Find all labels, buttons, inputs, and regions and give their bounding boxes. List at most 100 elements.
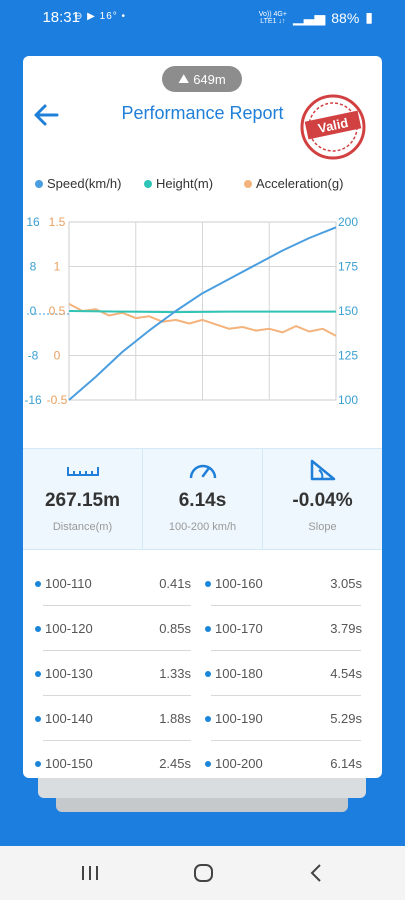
row-divider (43, 695, 191, 696)
network-line2: LTE1 ↓↑ (260, 17, 286, 25)
right-tick-label: 100 (338, 393, 358, 406)
speed-line (68, 226, 337, 401)
legend-speed-swatch (35, 179, 43, 188)
recents-icon[interactable] (80, 864, 100, 882)
network-indicator: Vo)) 4G+ LTE1 ↓↑ (259, 11, 287, 25)
split-times-list: 100-110 0.41s 100-160 3.05s 100-120 0.85s 100-… (23, 562, 382, 778)
signal-icon: ▁▃▅ (292, 9, 326, 25)
stat-slope: -0.04% Slope (262, 449, 382, 549)
split-right-range-text: 100-170 (215, 621, 263, 636)
right-tick-label: 200 (338, 215, 358, 229)
bullet (205, 760, 211, 767)
stat-distance: 267.15m Distance(m) (23, 449, 142, 549)
split-right-time: 5.29s (330, 711, 362, 726)
network-line1: Vo)) 4G+ (258, 10, 287, 18)
legend-height: Height(m) (144, 176, 213, 191)
split-left-range-text: 100-120 (45, 621, 93, 636)
slope-icon (310, 459, 335, 481)
left-outer-tick-label: -16 (24, 393, 42, 406)
home-icon[interactable] (193, 863, 215, 883)
split-right-range: 100-180 (205, 666, 263, 681)
bullet (205, 715, 211, 722)
ruler-icon (66, 467, 99, 476)
split-right-range-text: 100-160 (215, 576, 263, 591)
status-bar: 18:31 ⊖ ▶ 16° • Vo)) 4G+ LTE1 ↓↑ ▁▃▅ 88%… (0, 0, 405, 34)
left-inner-tick-label: 0 (54, 349, 61, 363)
split-right-time: 3.05s (330, 576, 362, 591)
left-inner-tick-label: 1 (54, 260, 61, 274)
split-left-range: 100-110 (35, 576, 92, 591)
bullet (205, 625, 211, 632)
split-right-range-text: 100-200 (215, 756, 263, 771)
split-row: 100-150 2.45s 100-200 6.14s (23, 742, 382, 778)
stat-distance-label: Distance(m) (52, 521, 113, 533)
split-row: 100-110 0.41s 100-160 3.05s (23, 562, 382, 606)
split-left-range: 100-140 (35, 711, 93, 726)
split-right-range: 100-190 (205, 711, 263, 726)
height-line (68, 310, 336, 314)
split-right-range: 100-160 (205, 576, 263, 591)
split-right-range: 100-200 (205, 756, 263, 771)
split-row: 100-120 0.85s 100-170 3.79s (23, 607, 382, 651)
left-outer-tick-label: -8 (28, 349, 39, 363)
status-right: Vo)) 4G+ LTE1 ↓↑ ▁▃▅ 88% ▮ (259, 9, 373, 26)
row-divider (211, 605, 361, 606)
split-left-range: 100-130 (35, 666, 93, 681)
legend-speed: Speed(km/h) (35, 176, 121, 191)
legend-height-swatch (144, 179, 152, 188)
row-divider (43, 605, 191, 606)
row-divider (43, 650, 191, 651)
page-title: Performance Report (121, 103, 284, 123)
back-arrow-icon[interactable] (31, 100, 61, 130)
system-nav-bar (0, 846, 405, 900)
row-divider (43, 740, 191, 741)
left-outer-tick-label: 16 (26, 215, 40, 229)
split-right-time: 3.79s (330, 621, 362, 636)
row-divider (211, 740, 361, 741)
right-tick-label: 150 (338, 304, 358, 318)
split-right-range-text: 100-190 (215, 711, 263, 726)
status-time: 18:31 (42, 9, 80, 26)
valid-stamp: Valid (300, 94, 366, 160)
split-right-range: 100-170 (205, 621, 263, 636)
bullet (35, 670, 41, 677)
battery-icon: ▮ (365, 9, 373, 25)
left-outer-tick-label: 0 (30, 304, 37, 318)
stat-time-value: 6.14s (178, 490, 227, 511)
stats-bar: 267.15m Distance(m) 6.14s 100-200 km/h -… (23, 448, 382, 550)
split-left-time: 0.41s (159, 576, 191, 591)
left-outer-tick-label: 8 (30, 260, 37, 274)
speedometer-icon (189, 464, 216, 479)
back-icon[interactable] (308, 863, 324, 883)
distance-badge-value: 649m (193, 71, 226, 87)
left-inner-tick-label: 0.5 (49, 304, 66, 318)
bullet (205, 670, 211, 677)
split-left-range: 100-120 (35, 621, 93, 636)
mountain-icon: ⛰ (178, 71, 190, 86)
bullet (35, 760, 41, 767)
distance-badge: ⛰ 649m (162, 66, 242, 92)
split-left-time: 2.45s (159, 756, 191, 771)
acceleration-line (68, 303, 337, 337)
bullet (35, 625, 41, 632)
split-left-range-text: 100-110 (45, 576, 92, 591)
split-left-time: 0.85s (159, 621, 191, 636)
bullet (205, 580, 211, 587)
split-row: 100-130 1.33s 100-180 4.54s (23, 652, 382, 696)
split-row: 100-140 1.88s 100-190 5.29s (23, 697, 382, 741)
left-inner-tick-label: 1.5 (49, 215, 66, 229)
split-left-range-text: 100-140 (45, 711, 93, 726)
split-right-range-text: 100-180 (215, 666, 263, 681)
legend-acceleration-label: Acceleration(g) (256, 176, 344, 191)
status-temperature: 16° (99, 11, 118, 22)
row-divider (211, 695, 361, 696)
stat-distance-value: 267.15m (44, 490, 120, 511)
row-divider (211, 650, 361, 651)
split-right-time: 4.54s (330, 666, 362, 681)
split-left-range-text: 100-130 (45, 666, 93, 681)
stat-time: 6.14s 100-200 km/h (142, 449, 262, 549)
legend-height-label: Height(m) (156, 176, 214, 191)
stat-slope-label: Slope (308, 521, 337, 533)
performance-chart: 16 8 0 -8 -16 1.5 1 0.5 0 -0.5 200 175 150 125 100 (24, 215, 358, 406)
right-tick-label: 125 (338, 349, 358, 363)
